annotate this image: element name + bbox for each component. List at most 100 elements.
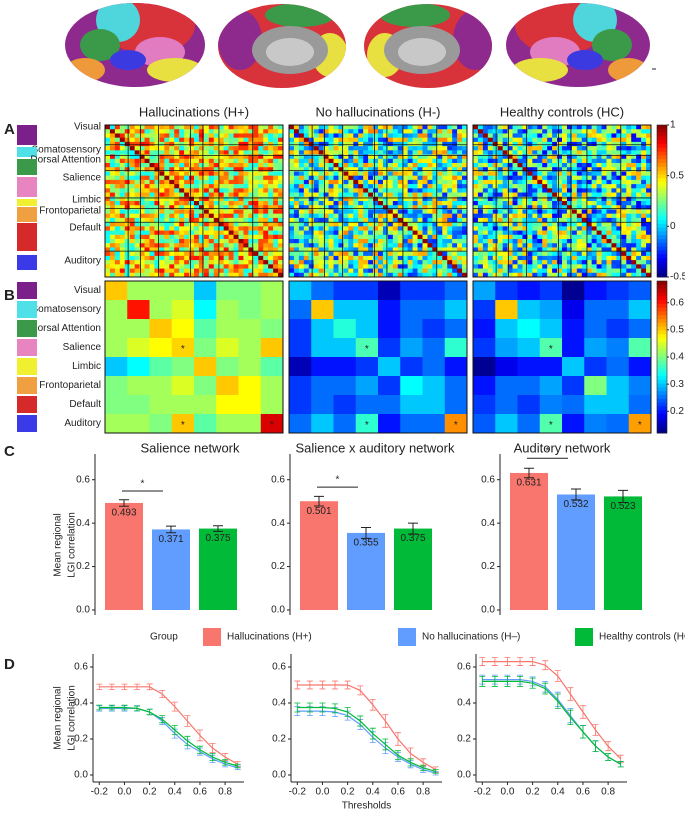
colorbar-step [657, 166, 667, 172]
matrix-cell [253, 205, 259, 210]
matrix-cell [358, 146, 364, 151]
matrix-cell [298, 213, 305, 219]
matrix-cell [328, 217, 334, 223]
matrix-cell [189, 247, 195, 252]
heatmap-cell [127, 281, 150, 301]
heatmap-cell [495, 281, 518, 301]
matrix-cell [203, 247, 210, 252]
matrix-cell [611, 188, 617, 193]
matrix-cell [233, 150, 239, 155]
matrix-cell [601, 205, 607, 210]
matrix-cell [303, 184, 310, 189]
matrix-cell [169, 158, 175, 164]
matrix-cell [432, 264, 438, 269]
matrix-cell [596, 222, 602, 227]
matrix-cell [208, 222, 215, 227]
matrix-cell [552, 272, 558, 278]
matrix-cell [646, 167, 652, 172]
matrix-cell [596, 196, 602, 202]
matrix-cell [114, 192, 121, 198]
matrix-cell [616, 129, 622, 134]
matrix-cell [547, 184, 553, 189]
matrix-cell [233, 141, 239, 147]
matrix-cell [184, 154, 190, 160]
matrix-cell [621, 201, 627, 206]
matrix-cell [149, 171, 155, 176]
matrix-cell [238, 179, 244, 185]
matrix-cell [144, 222, 150, 227]
matrix-cell [298, 201, 305, 206]
matrix-cell [124, 184, 131, 189]
matrix-cell [243, 146, 249, 151]
matrix-cell [412, 260, 418, 265]
matrix-cell [641, 188, 647, 193]
matrix-cell [144, 175, 150, 181]
matrix-cell [159, 201, 165, 206]
matrix-cell [412, 141, 418, 147]
matrix-cell [203, 226, 210, 231]
matrix-cell [253, 141, 259, 147]
heatmap-cell [606, 300, 630, 320]
matrix-cell [473, 154, 479, 160]
matrix-cell [273, 179, 279, 185]
matrix-cell [338, 175, 344, 181]
matrix-cell [353, 251, 359, 257]
matrix-cell [353, 205, 359, 210]
matrix-cell [373, 209, 379, 214]
heatmap-cell [584, 281, 607, 301]
matrix-cell [626, 188, 632, 193]
matrix-cell [268, 234, 274, 240]
matrix-cell [417, 141, 423, 147]
matrix-cell [462, 222, 468, 227]
heatmap-cell [260, 357, 284, 377]
matrix-cell [586, 175, 592, 181]
matrix-cell [298, 188, 305, 193]
matrix-cell [601, 154, 607, 160]
colorbar-step [657, 235, 667, 240]
matrix-cell [144, 260, 150, 265]
matrix-cell [382, 213, 389, 219]
heatmap-cell [127, 319, 150, 339]
matrix-cell [576, 217, 583, 223]
matrix-cell [586, 146, 592, 151]
matrix-cell [566, 226, 573, 231]
matrix-cell [581, 230, 588, 236]
matrix-cell [636, 260, 642, 265]
matrix-cell [233, 179, 239, 185]
matrix-cell [407, 175, 413, 181]
matrix-cell [298, 272, 305, 278]
matrix-cell [328, 230, 334, 236]
matrix-cell [343, 260, 349, 265]
matrix-cell [412, 255, 418, 261]
matrix-cell [512, 201, 518, 206]
matrix-cell [482, 175, 489, 181]
matrix-cell [581, 239, 588, 244]
matrix-cell [392, 141, 399, 147]
matrix-cell [437, 150, 443, 155]
matrix-cell [105, 129, 111, 134]
matrix-cell [373, 129, 379, 134]
matrix-cell [557, 230, 563, 236]
matrix-cell [268, 154, 274, 160]
matrix-cell [527, 133, 533, 138]
matrix-cell [512, 179, 518, 185]
matrix-cell [308, 205, 315, 210]
heatmap-cell [584, 300, 607, 320]
matrix-cell [273, 184, 279, 189]
matrix-cell [422, 184, 428, 189]
heatmap-cell [194, 319, 217, 339]
matrix-cell [208, 243, 215, 248]
matrix-cell [258, 230, 264, 236]
matrix-cell [164, 192, 170, 198]
matrix-cell [636, 125, 642, 130]
matrix-cell [542, 125, 548, 130]
matrix-cell [218, 205, 224, 210]
matrix-cell [134, 226, 140, 231]
matrix-cell [402, 230, 408, 236]
matrix-cell [487, 158, 494, 164]
matrix-cell [238, 264, 244, 269]
matrix-cell [378, 150, 384, 155]
matrix-cell [382, 217, 389, 223]
matrix-cell [482, 255, 489, 261]
matrix-cell [473, 192, 479, 198]
